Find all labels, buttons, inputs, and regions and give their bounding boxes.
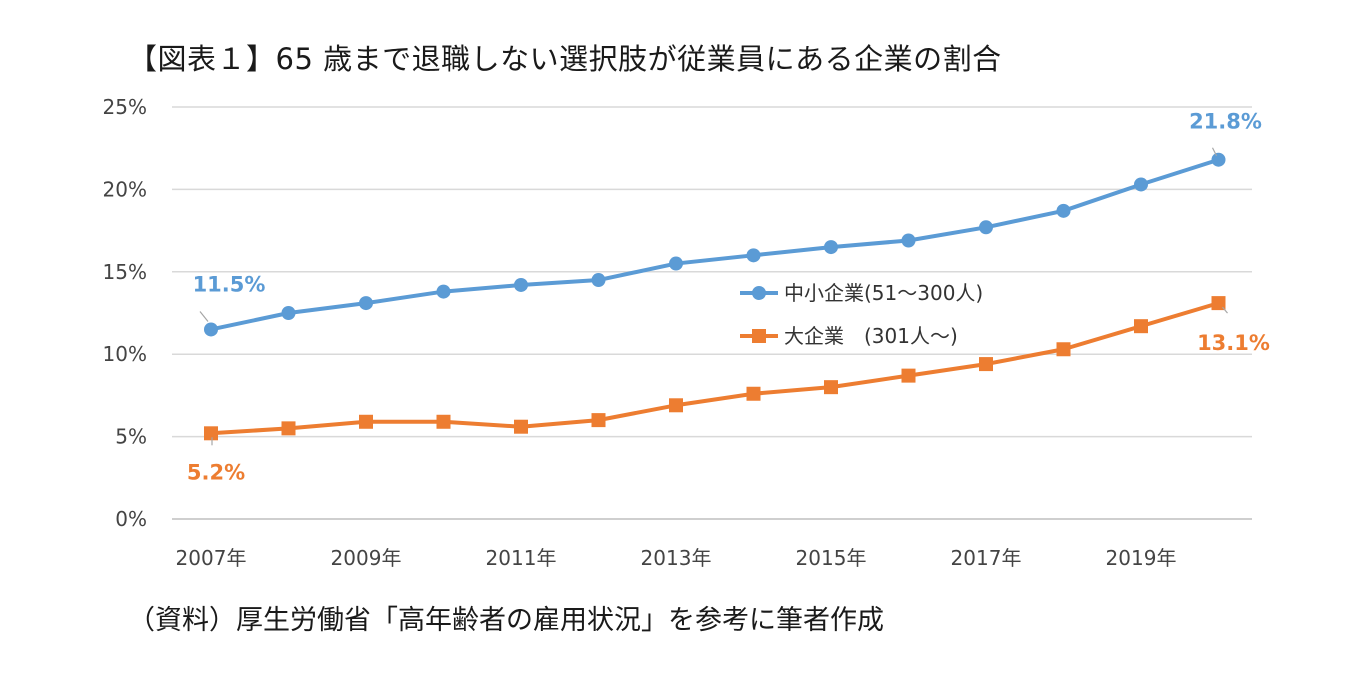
data-point (669, 398, 683, 413)
y-tick-label: 20% (103, 177, 147, 201)
data-point (746, 248, 761, 263)
data-point (204, 426, 218, 441)
data-label: 5.2% (187, 460, 245, 484)
x-tick-label: 2009年 (331, 546, 402, 570)
data-point (901, 368, 916, 383)
y-tick-label: 0% (115, 507, 147, 531)
x-tick-label: 2007年 (176, 546, 247, 570)
x-tick-label: 2019年 (1106, 546, 1177, 570)
y-tick-label: 25% (103, 95, 147, 119)
data-point (824, 380, 838, 395)
data-point (281, 306, 296, 320)
data-label: 13.1% (1197, 331, 1270, 355)
data-point (1056, 342, 1071, 357)
legend-label: 大企業 (301人～) (784, 324, 958, 348)
data-point (591, 413, 606, 428)
data-point (1211, 152, 1226, 167)
series-line (210, 301, 1220, 436)
legend-label: 中小企業(51～300人) (784, 281, 983, 305)
leader-line (1222, 306, 1228, 314)
x-tick-label: 2013年 (641, 546, 712, 570)
data-label: 11.5% (193, 272, 266, 296)
data-point (359, 414, 373, 429)
leader-line (1211, 147, 1218, 157)
data-point (359, 296, 373, 311)
data-point (669, 256, 683, 271)
legend-marker (752, 329, 766, 343)
data-point (824, 240, 838, 255)
series-line (210, 157, 1220, 332)
data-point (514, 277, 528, 292)
data-point (281, 421, 296, 436)
data-point (746, 386, 761, 401)
y-tick-label: 5% (115, 425, 147, 449)
data-point (436, 284, 451, 299)
chart-title: 【図表１】65 歳まで退職しない選択肢が従業員にある企業の割合 (128, 42, 1002, 76)
data-point (979, 220, 993, 235)
legend-marker (752, 286, 766, 300)
data-point (901, 233, 916, 248)
data-point (1056, 203, 1071, 218)
data-point (979, 357, 993, 372)
data-point (1211, 296, 1226, 311)
data-point (1134, 319, 1148, 334)
source-note: （資料）厚生労働省「高年齢者の雇用状況」を参考に筆者作成 (128, 605, 884, 636)
x-tick-label: 2015年 (796, 546, 867, 570)
x-tick-label: 2011年 (486, 546, 557, 570)
data-point (204, 322, 218, 337)
data-point (436, 414, 451, 429)
y-tick-label: 10% (103, 342, 147, 366)
data-label: 21.8% (1189, 110, 1262, 134)
data-point (514, 419, 528, 434)
leader-line (199, 311, 209, 322)
data-point (1134, 177, 1148, 192)
y-tick-label: 15% (103, 260, 147, 284)
data-point (591, 273, 606, 288)
x-tick-label: 2017年 (951, 546, 1022, 570)
